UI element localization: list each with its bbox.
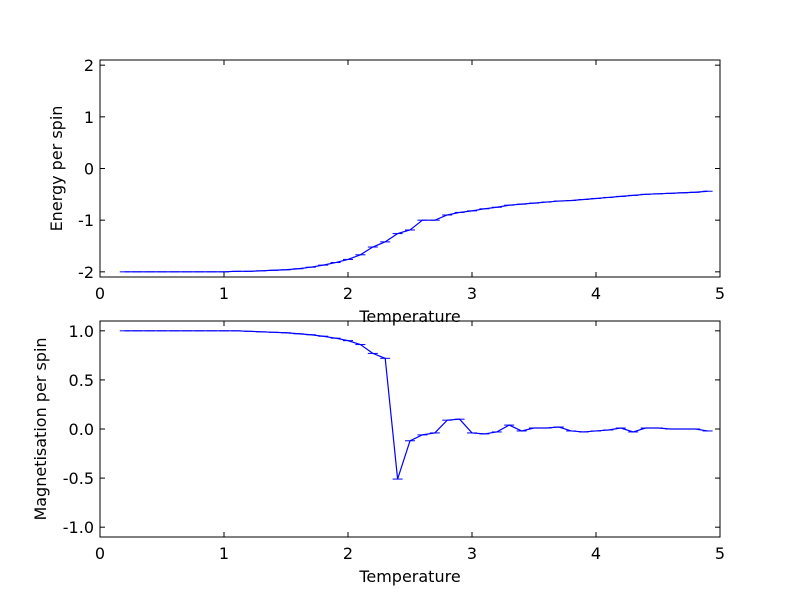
x-tick-label: 0 <box>95 544 105 563</box>
x-tick-label: 1 <box>219 284 229 303</box>
x-tick-label: 2 <box>343 544 353 563</box>
x-tick-label: 3 <box>467 284 477 303</box>
y-tick-label: -2 <box>78 263 94 282</box>
y-tick-label: 1.0 <box>69 322 94 341</box>
y-tick-label: -1.0 <box>63 518 94 537</box>
x-tick-label: 1 <box>219 544 229 563</box>
series-line <box>124 190 708 273</box>
series-line <box>124 330 708 480</box>
y-axis-label: Energy per spin <box>47 106 66 232</box>
x-tick-label: 4 <box>591 544 601 563</box>
x-tick-label: 4 <box>591 284 601 303</box>
x-tick-label: 2 <box>343 284 353 303</box>
y-tick-label: -1 <box>78 211 94 230</box>
x-axis-label: Temperature <box>358 307 460 326</box>
y-tick-label: 0 <box>84 160 94 179</box>
x-tick-label: 5 <box>715 544 725 563</box>
y-tick-label: -0.5 <box>63 469 94 488</box>
y-axis-label: Magnetisation per spin <box>31 337 50 520</box>
x-axis-label: Temperature <box>358 567 460 586</box>
axes-frame <box>99 59 721 278</box>
y-tick-label: 2 <box>84 56 94 75</box>
y-tick-label: 0.0 <box>69 420 94 439</box>
magnetisation-panel: 0 1 2 3 4 5 -1.0 -0.5 0.0 0.5 1.0 Temperature Magnet… <box>31 320 725 586</box>
axes-frame <box>99 320 721 538</box>
x-tick-label: 0 <box>95 284 105 303</box>
energy-panel: 0 1 2 3 4 5 -2 -1 0 1 2 Temperature Energy per spin <box>47 56 725 326</box>
x-tick-label: 3 <box>467 544 477 563</box>
y-tick-label: 1 <box>84 108 94 127</box>
x-tick-label: 5 <box>715 284 725 303</box>
y-tick-label: 0.5 <box>69 371 94 390</box>
